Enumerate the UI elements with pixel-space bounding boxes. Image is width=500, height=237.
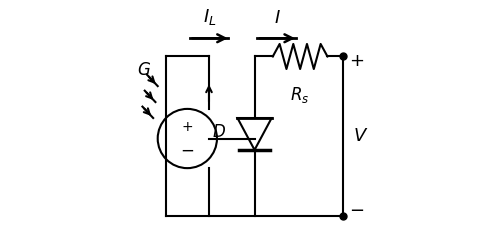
Text: $V$: $V$ <box>352 127 368 145</box>
Text: −: − <box>349 202 364 220</box>
Text: +: + <box>349 52 364 70</box>
Text: $R_s$: $R_s$ <box>290 85 310 105</box>
Text: $G$: $G$ <box>137 61 151 79</box>
Text: $I$: $I$ <box>274 9 281 27</box>
Text: −: − <box>180 142 194 160</box>
Text: $I_L$: $I_L$ <box>204 7 217 27</box>
Text: +: + <box>182 120 193 134</box>
Text: $D$: $D$ <box>212 123 226 141</box>
